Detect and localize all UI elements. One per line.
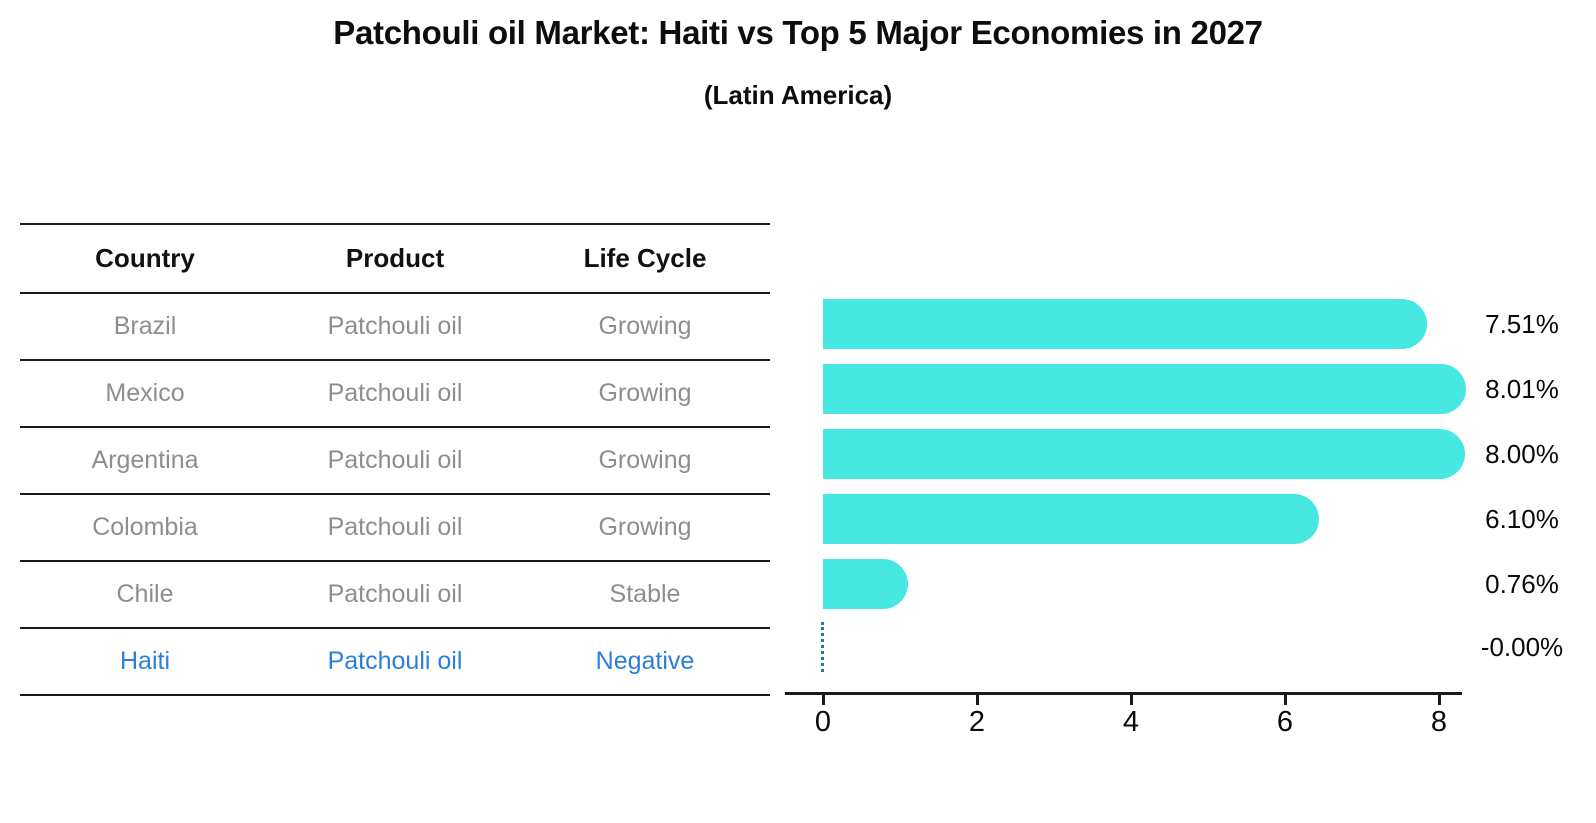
lifecycle-cell: Stable bbox=[609, 580, 681, 608]
value-label: 8.01% bbox=[1485, 374, 1559, 404]
country-cell: Mexico bbox=[105, 379, 185, 407]
bar bbox=[823, 494, 1319, 544]
chart-subtitle: (Latin America) bbox=[703, 80, 893, 110]
bar bbox=[823, 299, 1428, 349]
lifecycle-cell: Growing bbox=[598, 379, 692, 407]
x-axis-tick-label: 8 bbox=[1430, 706, 1448, 738]
lifecycle-cell: Growing bbox=[598, 513, 692, 541]
product-cell: Patchouli oil bbox=[327, 647, 463, 675]
country-cell: Chile bbox=[116, 580, 174, 608]
country-table: Country Product Life Cycle Brazil Patcho… bbox=[20, 223, 770, 696]
bar bbox=[823, 364, 1466, 414]
product-cell: Patchouli oil bbox=[327, 379, 463, 407]
x-axis-tick-label: 6 bbox=[1276, 706, 1294, 738]
table-row: Brazil Patchouli oil Growing bbox=[20, 292, 770, 359]
product-cell: Patchouli oil bbox=[327, 446, 463, 474]
table-row: Mexico Patchouli oil Growing bbox=[20, 359, 770, 426]
x-axis-tick-label: 4 bbox=[1122, 706, 1140, 738]
country-cell: Colombia bbox=[92, 513, 198, 541]
product-cell: Patchouli oil bbox=[327, 513, 463, 541]
value-label: 0.76% bbox=[1485, 569, 1559, 599]
country-cell: Brazil bbox=[113, 312, 177, 340]
value-label: 8.00% bbox=[1485, 439, 1559, 469]
table-row: Chile Patchouli oil Stable bbox=[20, 560, 770, 627]
col-header-country: Country bbox=[95, 243, 195, 273]
lifecycle-cell: Negative bbox=[595, 647, 695, 675]
x-axis-tick bbox=[1437, 694, 1441, 705]
table-header-row: Country Product Life Cycle bbox=[20, 223, 770, 292]
bar bbox=[823, 559, 908, 609]
value-label: -0.00% bbox=[1480, 632, 1564, 662]
table-row: Haiti Patchouli oil Negative bbox=[20, 627, 770, 696]
x-axis-tick bbox=[1283, 694, 1287, 705]
product-cell: Patchouli oil bbox=[327, 312, 463, 340]
lifecycle-cell: Growing bbox=[598, 446, 692, 474]
country-cell: Argentina bbox=[91, 446, 199, 474]
x-axis-line bbox=[785, 692, 1462, 695]
x-axis-tick bbox=[1129, 694, 1133, 705]
value-label: 7.51% bbox=[1485, 309, 1559, 339]
table-row: Colombia Patchouli oil Growing bbox=[20, 493, 770, 560]
value-label: 6.10% bbox=[1485, 504, 1559, 534]
product-cell: Patchouli oil bbox=[327, 580, 463, 608]
col-header-product: Product bbox=[345, 243, 445, 273]
zero-value-dotted-marker bbox=[821, 622, 824, 672]
bar bbox=[823, 429, 1465, 479]
x-axis-tick-label: 0 bbox=[814, 706, 832, 738]
table-row: Argentina Patchouli oil Growing bbox=[20, 426, 770, 493]
country-cell: Haiti bbox=[119, 647, 170, 675]
x-axis-tick-label: 2 bbox=[968, 706, 986, 738]
chart-title: Patchouli oil Market: Haiti vs Top 5 Maj… bbox=[333, 14, 1263, 51]
x-axis-tick bbox=[821, 694, 825, 705]
col-header-lifecycle: Life Cycle bbox=[583, 243, 707, 273]
x-axis-tick bbox=[975, 694, 979, 705]
lifecycle-cell: Growing bbox=[598, 312, 692, 340]
